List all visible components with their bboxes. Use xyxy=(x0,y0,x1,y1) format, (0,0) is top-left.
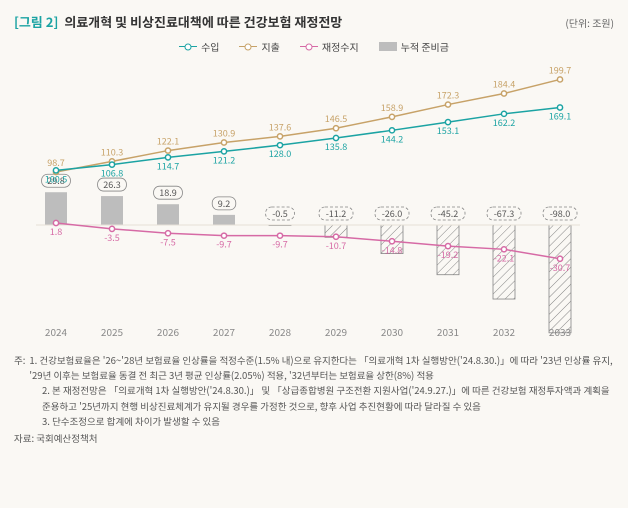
year-label: 2026 xyxy=(157,324,180,339)
balance-value-label: -7.5 xyxy=(160,235,176,248)
balance-value-label: -22.1 xyxy=(494,251,515,264)
expense-value-label: 122.1 xyxy=(157,135,179,148)
expense-value-label: 110.3 xyxy=(101,145,123,158)
reserve-label: -11.2 xyxy=(326,207,347,220)
balance-value-label: -30.7 xyxy=(550,261,571,274)
income-value-label: 114.7 xyxy=(157,159,179,172)
expense-marker xyxy=(389,114,394,119)
legend-income: 수입 xyxy=(179,39,219,54)
income-value-label: 100.5 xyxy=(45,172,67,185)
note-2: 2. 본 재정전망은 「의료개혁 1차 실행방안('24.8.30.)」 및 「… xyxy=(14,383,614,413)
balance-value-label: -3.5 xyxy=(104,231,120,244)
expense-marker xyxy=(165,148,170,153)
expense-marker xyxy=(333,126,338,131)
income-value-label: 121.2 xyxy=(213,153,235,166)
notes-label: 주: xyxy=(14,353,25,383)
chart-source: 자료: 국회예산정책처 xyxy=(14,431,614,445)
source-label: 자료: xyxy=(14,431,34,445)
expense-marker xyxy=(445,102,450,107)
year-label: 2027 xyxy=(213,324,236,339)
reserve-label: 18.9 xyxy=(159,186,177,199)
legend-reserve: 누적 준비금 xyxy=(379,39,449,54)
reserve-label: -45.2 xyxy=(438,207,459,220)
expense-value-label: 158.9 xyxy=(381,101,403,114)
reserve-label: -67.3 xyxy=(494,207,515,220)
chart-header: [그림 2] 의료개혁 및 비상진료대책에 따른 건강보험 재정전망 (단위: … xyxy=(14,12,614,31)
balance-value-label: -14.8 xyxy=(382,243,403,256)
legend-expense-label: 지출 xyxy=(261,39,279,54)
reserve-label: -26.0 xyxy=(382,207,403,220)
expense-marker xyxy=(557,77,562,82)
expense-marker xyxy=(221,140,226,145)
reserve-bar xyxy=(157,204,179,225)
year-label: 2029 xyxy=(325,324,348,339)
legend-balance: 재정수지 xyxy=(300,39,359,54)
reserve-bar xyxy=(213,215,235,225)
expense-marker xyxy=(501,91,506,96)
expense-value-label: 137.6 xyxy=(269,120,291,133)
balance-value-label: -19.2 xyxy=(438,248,459,261)
reserve-label: 26.3 xyxy=(103,178,121,191)
legend-expense: 지출 xyxy=(239,39,279,54)
legend-balance-icon xyxy=(300,46,318,47)
year-label: 2032 xyxy=(493,324,516,339)
balance-value-label: -10.7 xyxy=(326,239,347,252)
legend-income-icon xyxy=(179,46,197,47)
income-value-label: 128.0 xyxy=(269,147,291,160)
chart-plot-area: 29.826.318.99.2-0.5-11.2-26.0-45.2-67.3-… xyxy=(14,60,614,345)
source-text: 국회예산정책처 xyxy=(36,431,97,445)
year-label: 2024 xyxy=(45,324,68,339)
balance-value-label: 1.8 xyxy=(50,225,63,238)
legend-expense-icon xyxy=(239,46,257,47)
reserve-label: 9.2 xyxy=(218,197,231,210)
income-value-label: 162.2 xyxy=(493,116,515,129)
reserve-bar xyxy=(549,225,571,333)
income-value-label: 153.1 xyxy=(437,124,459,137)
legend-reserve-icon xyxy=(379,42,397,51)
expense-value-label: 184.4 xyxy=(493,77,515,90)
income-value-label: 135.8 xyxy=(325,140,347,153)
expense-marker xyxy=(277,134,282,139)
year-label: 2030 xyxy=(381,324,404,339)
chart-title: 의료개혁 및 비상진료대책에 따른 건강보험 재정전망 xyxy=(64,12,342,31)
legend-reserve-label: 누적 준비금 xyxy=(401,39,449,54)
legend-income-label: 수입 xyxy=(201,39,219,54)
expense-value-label: 146.5 xyxy=(325,112,347,125)
expense-value-label: 172.3 xyxy=(437,89,459,102)
chart-notes: 주: 1. 건강보험료율은 '26~'28년 보험료율 인상률을 적정수준(1.… xyxy=(14,353,614,429)
note-3: 3. 단수조정으로 합계에 차이가 발생할 수 있음 xyxy=(14,414,614,429)
expense-value-label: 199.7 xyxy=(549,63,571,76)
balance-value-label: -9.7 xyxy=(216,238,232,251)
year-label: 2025 xyxy=(101,324,124,339)
year-label: 2031 xyxy=(437,324,459,339)
income-value-label: 106.8 xyxy=(101,167,123,180)
figure-label: [그림 2] xyxy=(14,12,58,31)
year-label: 2033 xyxy=(549,324,571,339)
legend-balance-label: 재정수지 xyxy=(322,39,359,54)
reserve-label: -98.0 xyxy=(550,207,571,220)
year-label: 2028 xyxy=(269,324,292,339)
chart-legend: 수입 지출 재정수지 누적 준비금 xyxy=(14,39,614,54)
reserve-bar xyxy=(101,196,123,225)
reserve-label: -0.5 xyxy=(272,207,288,220)
income-value-label: 144.2 xyxy=(381,132,403,145)
income-value-label: 169.1 xyxy=(549,109,571,122)
balance-value-label: -9.7 xyxy=(272,238,288,251)
note-1: 1. 건강보험료율은 '26~'28년 보험료율 인상률을 적정수준(1.5% … xyxy=(29,353,614,383)
chart-svg: 29.826.318.99.2-0.5-11.2-26.0-45.2-67.3-… xyxy=(14,60,614,340)
chart-container: [그림 2] 의료개혁 및 비상진료대책에 따른 건강보험 재정전망 (단위: … xyxy=(0,0,628,457)
chart-unit: (단위: 조원) xyxy=(565,15,614,30)
expense-value-label: 130.9 xyxy=(213,127,235,140)
